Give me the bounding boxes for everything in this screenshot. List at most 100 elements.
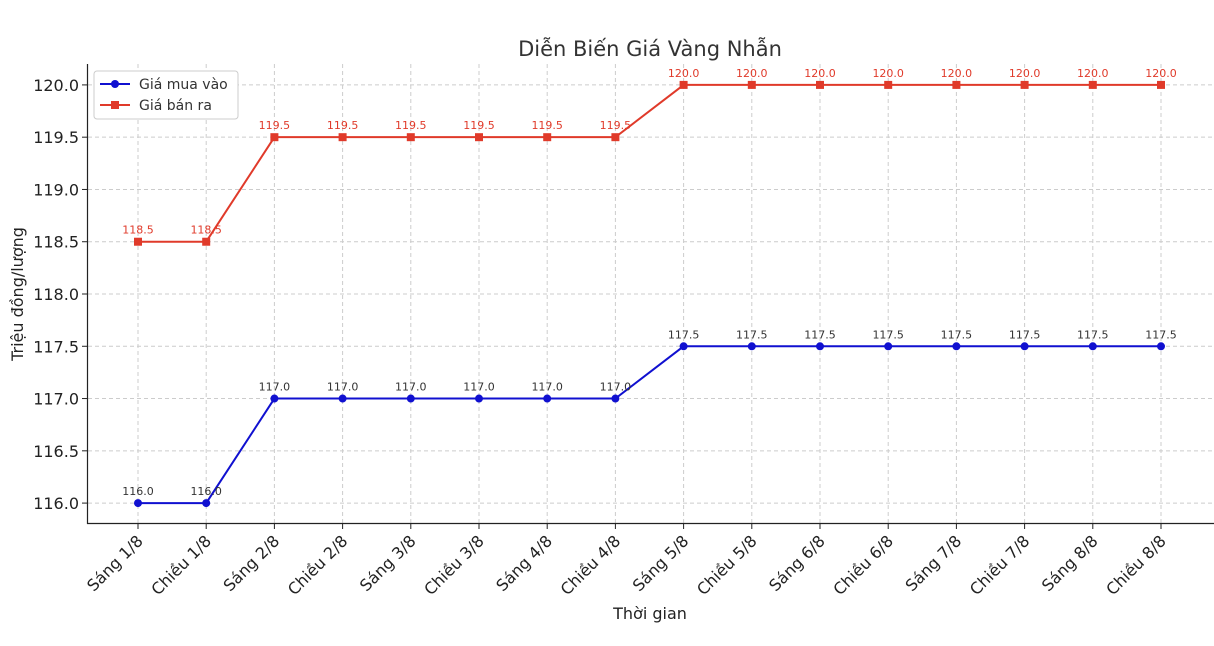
y-tick-label: 118.0 (33, 285, 79, 304)
data-point (884, 80, 893, 89)
y-tick-label: 119.5 (33, 128, 79, 147)
data-point (338, 133, 347, 142)
data-label: 120.0 (1009, 67, 1041, 80)
legend-label-mua: Giá mua vào (139, 77, 228, 93)
data-label: 119.5 (395, 119, 427, 132)
data-point (543, 133, 552, 142)
data-point (1020, 342, 1029, 351)
data-point (1088, 80, 1097, 89)
x-tick-label: Chiều 1/8 (147, 531, 215, 599)
x-tick-label: Chiều 7/8 (966, 531, 1034, 599)
data-point (679, 342, 688, 351)
data-label: 119.5 (259, 119, 291, 132)
data-point (406, 133, 415, 142)
data-point (816, 342, 824, 351)
data-label: 119.5 (600, 119, 632, 132)
data-point (952, 80, 961, 89)
x-tick-label: Chiều 8/8 (1102, 531, 1170, 599)
x-tick-label: Chiều 3/8 (420, 531, 488, 599)
data-point (1020, 80, 1029, 89)
data-label: 118.5 (122, 224, 154, 237)
data-point (406, 394, 415, 403)
y-tick-label: 117.5 (33, 337, 79, 356)
x-tick-label: Chiều 4/8 (557, 531, 625, 599)
chart-title: Diễn Biến Giá Vàng Nhẫn (518, 36, 782, 61)
data-point (475, 394, 483, 403)
y-axis: 116.0 116.5 117.0 117.5 118.0 118.5 119.0 119.5… (33, 76, 87, 513)
data-label: 117.0 (259, 381, 291, 394)
data-label: 120.0 (1145, 67, 1177, 80)
data-label: 117.0 (531, 381, 563, 394)
data-label: 118.5 (190, 224, 222, 237)
data-point (270, 133, 279, 142)
data-label: 117.5 (804, 328, 836, 341)
data-label: 120.0 (736, 67, 768, 80)
y-tick-label: 120.0 (33, 76, 79, 95)
series-line (138, 345, 1161, 505)
x-tick-label: Sáng 5/8 (629, 531, 693, 595)
x-tick-label: Sáng 3/8 (356, 531, 420, 595)
x-tick-label: Sáng 1/8 (83, 531, 147, 595)
data-label: 117.5 (736, 328, 768, 341)
data-label: 119.5 (463, 119, 495, 132)
data-label: 120.0 (668, 67, 700, 80)
data-point (747, 342, 756, 351)
data-label: 117.0 (463, 381, 495, 394)
data-label: 117.0 (327, 381, 359, 394)
data-point (202, 237, 211, 246)
data-label: 116.0 (190, 485, 222, 498)
y-axis-label: Triệu đồng/lượng (8, 227, 27, 362)
y-tick-label: 116.0 (33, 494, 79, 513)
x-axis-label: Thời gian (612, 604, 687, 623)
data-label: 120.0 (804, 67, 836, 80)
data-point (475, 133, 483, 142)
x-tick-label: Chiều 2/8 (284, 531, 352, 599)
y-tick-label: 117.0 (33, 390, 79, 409)
y-tick-label: 119.0 (33, 180, 79, 199)
y-tick-label: 116.5 (33, 442, 79, 461)
data-point (134, 237, 142, 246)
legend: Giá mua vào Giá bán ra (93, 70, 239, 120)
x-tick-label: Chiều 6/8 (829, 531, 897, 599)
data-label: 119.5 (531, 119, 563, 132)
data-label: 120.0 (941, 67, 973, 80)
data-label: 116.0 (122, 485, 154, 498)
series-line (138, 83, 1161, 243)
data-point (884, 342, 893, 351)
data-label: 120.0 (1077, 67, 1109, 80)
data-point (1088, 342, 1097, 351)
x-tick-label: Sáng 2/8 (220, 531, 284, 595)
data-label: 117.5 (872, 328, 904, 341)
data-point (816, 80, 824, 89)
data-point (952, 342, 961, 351)
legend-marker-mua (111, 80, 119, 88)
y-tick-label: 118.5 (33, 233, 79, 252)
data-point (611, 394, 620, 403)
data-label: 117.5 (941, 328, 973, 341)
data-point (202, 499, 211, 508)
data-point (747, 80, 756, 89)
x-tick-label: Sáng 6/8 (765, 531, 829, 595)
data-label: 120.0 (872, 67, 904, 80)
grid (88, 64, 1214, 523)
legend-marker-ban (111, 101, 119, 109)
data-point (611, 133, 620, 142)
data-point (679, 80, 688, 89)
x-tick-label: Sáng 4/8 (492, 531, 556, 595)
series-gia-mua-vao: 116.0 116.0 117.0 117.0 117.0 117.0 117.0 117.0… (122, 328, 1177, 508)
data-label: 117.5 (1145, 328, 1177, 341)
x-tick-label: Sáng 7/8 (902, 531, 966, 595)
data-label: 117.0 (395, 381, 427, 394)
data-point (134, 499, 142, 508)
data-point (543, 394, 552, 403)
data-point (1157, 80, 1165, 89)
data-label: 117.5 (1077, 328, 1109, 341)
x-axis: Sáng 1/8 Chiều 1/8 Sáng 2/8 Chiều 2/8 Sáng 3… (83, 524, 1170, 599)
data-label: 117.0 (600, 381, 632, 394)
x-tick-label: Chiều 5/8 (693, 531, 761, 599)
series: 116.0 116.0 117.0 117.0 117.0 117.0 117.0 117.0… (122, 67, 1177, 508)
data-point (338, 394, 347, 403)
data-label: 119.5 (327, 119, 359, 132)
data-label: 117.5 (1009, 328, 1041, 341)
